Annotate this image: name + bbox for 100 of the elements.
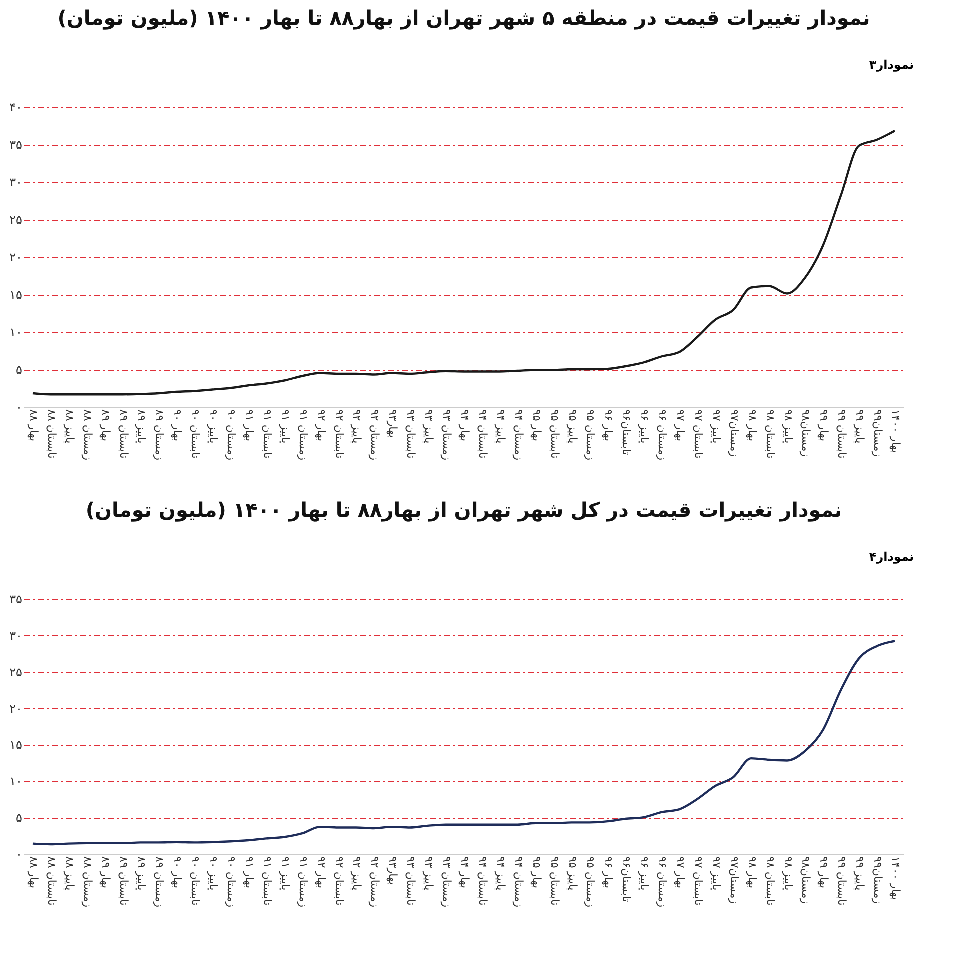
x-tick-label: بهار ۹۲ bbox=[314, 856, 328, 889]
x-tick-label: بهار ۱۴۰۰ bbox=[890, 856, 903, 900]
y-tick-label: ۰ bbox=[16, 848, 22, 862]
x-tick-label: پاییز ۹۱ bbox=[278, 856, 292, 891]
x-tick-label: بهار ۹۶ bbox=[602, 856, 616, 889]
x-tick-label: پاییز ۹۴ bbox=[494, 410, 508, 444]
x-tick-label: تابستان ۹۴ bbox=[476, 856, 490, 906]
x-tick-label: تابستان ۹۷ bbox=[692, 856, 705, 906]
y-tick-label: ۱۵ bbox=[10, 288, 22, 302]
x-tick-label: بهار ۹۷ bbox=[674, 856, 688, 889]
line-series bbox=[32, 130, 896, 396]
x-tick-label: تابستان ۹۷ bbox=[692, 410, 705, 459]
x-tick-label: پاییز ۹۶ bbox=[638, 410, 652, 444]
x-tick-label: تابستان ۹۵ bbox=[548, 856, 562, 906]
y-tick-label: ۱۵ bbox=[10, 738, 22, 752]
x-tick-label: زمستان۹۹ bbox=[872, 410, 885, 458]
x-tick-label: بهار ۹۹ bbox=[818, 856, 831, 889]
x-tick-label: زمستان ۹۱ bbox=[296, 856, 310, 908]
y-tick-label: ۵ bbox=[16, 363, 22, 377]
x-tick-label: بهار ۹۰ bbox=[171, 410, 184, 442]
y-tick-label: ۲۰ bbox=[10, 702, 22, 716]
y-tick-label: ۳۰ bbox=[10, 176, 22, 190]
x-tick-label: پاییز ۹۲ bbox=[350, 410, 364, 444]
x-tick-label: پاییز ۸۸ bbox=[63, 856, 76, 891]
x-tick-label: تابستان ۹۳ bbox=[404, 856, 418, 906]
x-tick-label: پاییز ۹۰ bbox=[207, 410, 220, 444]
x-tick-label: تابستان ۹۲ bbox=[332, 856, 346, 906]
x-tick-label: زمستان ۹۰ bbox=[225, 856, 238, 908]
x-tick-label: بهار ۹۸ bbox=[746, 856, 759, 889]
y-tick-label: ۲۰ bbox=[10, 250, 22, 264]
x-tick-label: بهار ۸۸ bbox=[27, 410, 40, 442]
x-tick-label: پاییز ۸۹ bbox=[135, 856, 148, 891]
x-tick-label: زمستان ۸۸ bbox=[81, 856, 94, 908]
x-tick-label: زمستان۹۸ bbox=[800, 856, 813, 904]
y-tick-label: ۱۰ bbox=[10, 774, 22, 789]
x-tick-label: تابستان ۹۱ bbox=[260, 410, 274, 459]
x-tick-label: زمستان ۹۲ bbox=[368, 856, 382, 908]
y-tick-label: ۳۵ bbox=[10, 138, 22, 152]
x-tick-label: زمستان ۸۸ bbox=[81, 410, 94, 461]
x-tick-label: بهار ۹۶ bbox=[602, 410, 616, 442]
x-tick-label: بهار۹۳ bbox=[386, 410, 400, 438]
x-tick-label: بهار ۹۵ bbox=[530, 856, 544, 889]
x-tick-label: تابستان ۸۹ bbox=[117, 856, 130, 906]
x-tick-label: پاییز ۹۵ bbox=[566, 410, 580, 444]
x-tick-label: بهار ۸۸ bbox=[27, 856, 40, 889]
x-tick-label: بهار۹۳ bbox=[386, 856, 400, 886]
x-tick-label: زمستان ۹۵ bbox=[584, 856, 598, 908]
x-tick-label: بهار ۹۷ bbox=[674, 410, 688, 442]
x-tick-label: تابستان۹۶ bbox=[620, 410, 634, 456]
x-tick-label: بهار ۸۹ bbox=[99, 856, 112, 889]
x-tick-label: بهار ۹۸ bbox=[746, 410, 759, 442]
text: نمودار۴ bbox=[869, 550, 914, 564]
y-tick-label: ۰ bbox=[16, 400, 22, 414]
x-tick-label: بهار ۹۵ bbox=[530, 410, 544, 442]
x-tick-label: زمستان ۹۱ bbox=[296, 410, 310, 461]
x-tick-label: بهار ۹۰ bbox=[171, 856, 184, 889]
x-tick-label: پاییز ۹۰ bbox=[207, 856, 220, 891]
x-tick-label: زمستان ۸۹ bbox=[153, 410, 166, 461]
y-tick-label: ۲۵ bbox=[10, 665, 22, 680]
x-tick-label: تابستان ۹۳ bbox=[404, 410, 418, 459]
x-tick-label: بهار ۹۴ bbox=[458, 410, 472, 442]
x-tick-label: بهار ۹۴ bbox=[458, 856, 472, 889]
x-tick-label: تابستان ۹۴ bbox=[476, 410, 490, 459]
x-tick-label: تابستان ۹۹ bbox=[836, 410, 849, 459]
chart-title: نمودار تغییرات قیمت در منطقه ۵ شهر تهران از بهار۸۸ تا بهار ۱۴۰۰ (ملیون تومان) bbox=[58, 6, 870, 30]
y-tick-label: ۱۰ bbox=[10, 326, 22, 340]
x-tick-label: پاییز ۹۳ bbox=[422, 410, 436, 444]
x-tick-label: تابستان ۸۹ bbox=[117, 410, 130, 459]
x-tick-label: تابستان ۹۱ bbox=[260, 856, 274, 906]
x-tick-label: تابستان ۹۸ bbox=[764, 856, 777, 906]
x-tick-label: بهار ۱۴۰۰ bbox=[890, 410, 903, 454]
x-tick-label: تابستان۹۶ bbox=[620, 856, 634, 902]
x-tick-label: زمستان۹۷ bbox=[728, 856, 741, 904]
x-tick-label: زمستان ۹۲ bbox=[368, 410, 382, 461]
x-tick-label: زمستان۹۸ bbox=[800, 410, 813, 458]
y-tick-label: ۳۵ bbox=[10, 592, 22, 606]
x-tick-label: پاییز ۹۴ bbox=[494, 856, 508, 891]
y-tick-label: ۲۵ bbox=[10, 213, 22, 227]
x-tick-label: بهار ۹۱ bbox=[242, 856, 256, 889]
x-tick-label: پاییز ۹۸ bbox=[782, 410, 795, 444]
x-tick-label: پاییز ۹۳ bbox=[422, 856, 436, 891]
x-tick-label: پاییز ۹۶ bbox=[638, 856, 652, 891]
x-tick-label: پاییز ۹۵ bbox=[566, 856, 580, 891]
x-tick-label: زمستان۹۷ bbox=[728, 410, 741, 458]
x-tick-label: زمستان۹۹ bbox=[872, 856, 885, 904]
x-tick-label: پاییز ۸۹ bbox=[135, 410, 148, 444]
x-tick-label: بهار ۹۲ bbox=[314, 410, 328, 442]
x-tick-label: تابستان ۸۸ bbox=[45, 856, 58, 906]
x-tick-label: تابستان ۸۸ bbox=[45, 410, 58, 459]
x-tick-label: زمستان ۹۶ bbox=[656, 410, 670, 461]
x-tick-label: پاییز ۹۷ bbox=[710, 410, 723, 444]
x-tick-label: بهار ۹۱ bbox=[242, 410, 256, 442]
x-tick-label: زمستان ۹۰ bbox=[225, 410, 238, 461]
text: نمودار۳ bbox=[869, 58, 914, 72]
x-tick-label: بهار ۸۹ bbox=[99, 410, 112, 442]
line-series bbox=[32, 640, 896, 846]
x-tick-label: تابستان ۹۰ bbox=[189, 410, 202, 459]
x-tick-label: پاییز ۹۸ bbox=[782, 856, 795, 891]
x-tick-label: زمستان ۹۳ bbox=[440, 410, 454, 461]
x-tick-label: زمستان ۹۴ bbox=[512, 410, 526, 461]
